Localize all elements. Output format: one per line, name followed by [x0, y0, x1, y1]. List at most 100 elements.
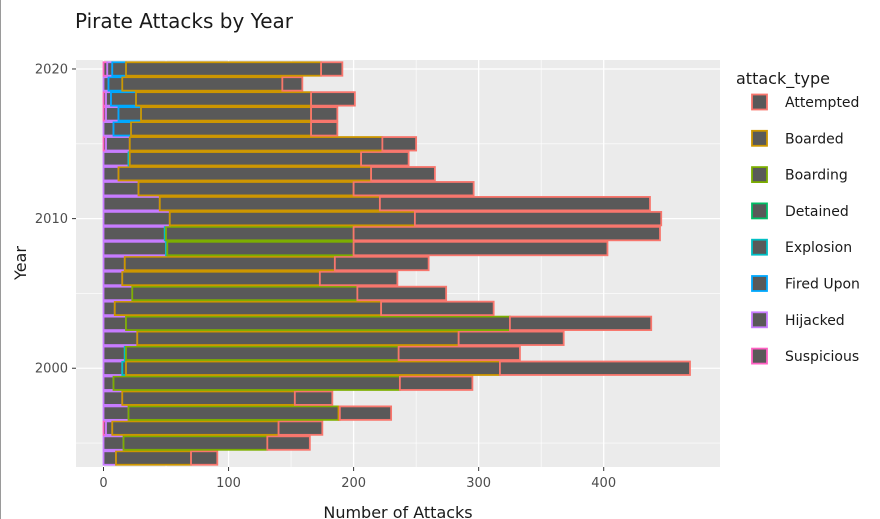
bar-2020-fired-upon: [111, 61, 127, 77]
bar-2009-attempted: [352, 225, 661, 242]
bar-2010-boarded: [168, 210, 416, 227]
bar-2016-hijacked: [102, 121, 115, 137]
bar-1996-attempted: [277, 420, 324, 436]
bar-1998-attempted: [293, 390, 334, 406]
y-tick-label: 2000: [35, 362, 68, 377]
bar-2007-attempted: [333, 255, 430, 272]
bar-2019-boarded: [121, 76, 284, 92]
bar-2000-attempted: [499, 360, 691, 376]
bar-1999-boarding: [112, 375, 401, 391]
legend-label-attempted: Attempted: [785, 95, 859, 111]
x-tick-label: 100: [216, 476, 241, 491]
bar-2017-fired-upon: [117, 106, 142, 122]
bar-2016-fired-upon: [112, 121, 132, 137]
bar-2014-attempted: [360, 151, 410, 167]
bar-2012-hijacked: [102, 181, 140, 197]
bar-1996-boarded: [111, 420, 280, 436]
bar-2009-hijacked: [102, 225, 166, 242]
bar-2008-attempted: [352, 240, 609, 257]
bar-2005-hijacked: [102, 285, 134, 302]
y-tick-label: 2020: [35, 62, 68, 77]
bar-1999-hijacked: [102, 375, 115, 391]
bar-2011-boarded: [158, 196, 381, 212]
bar-2013-attempted: [370, 166, 436, 182]
x-tick-label: 400: [591, 476, 616, 491]
bar-2007-boarded: [123, 255, 336, 272]
bar-2019-attempted: [281, 76, 304, 92]
bar-1997-attempted: [338, 405, 393, 421]
bar-1998-boarded: [121, 390, 296, 406]
legend-label-hijacked: Hijacked: [785, 313, 845, 329]
bar-2017-boarded: [140, 106, 312, 122]
bar-2018-fired-upon: [110, 91, 137, 107]
legend-key-fired-upon: [751, 275, 768, 292]
bar-2000-hijacked: [102, 360, 124, 376]
legend: attack_type Attempted Boarded Boarding Deta…: [736, 69, 860, 365]
bar-2003-attempted: [509, 315, 653, 331]
bar-2007-hijacked: [102, 255, 126, 272]
bar-2014-boarded: [128, 151, 363, 167]
bar-1998-hijacked: [102, 390, 124, 406]
legend-key-suspicious: [751, 347, 768, 365]
bar-1995-boarding: [122, 435, 269, 451]
bar-2003-boarding: [125, 315, 511, 331]
bar-2004-boarded: [113, 300, 383, 317]
bar-2002-boarded: [136, 330, 460, 346]
bar-2009-boarding: [165, 225, 355, 242]
bar-1999-attempted: [398, 375, 474, 391]
bar-2001-hijacked: [102, 345, 126, 361]
bar-2013-hijacked: [102, 166, 120, 182]
x-axis-title: Number of Attacks: [323, 503, 472, 519]
bar-2018-boarded: [135, 91, 312, 107]
legend-label-boarded: Boarded: [785, 131, 844, 147]
legend-label-detained: Detained: [785, 204, 849, 220]
legend-key-detained: [751, 202, 768, 220]
legend-key-explosion: [751, 238, 768, 256]
bar-2011-attempted: [378, 196, 651, 212]
bar-2015-hijacked: [105, 136, 131, 152]
bar-2020-attempted: [320, 61, 344, 77]
bar-1995-attempted: [266, 435, 311, 451]
bar-2012-attempted: [352, 181, 475, 197]
chart-title: Pirate Attacks by Year: [75, 9, 294, 33]
bar-2003-hijacked: [102, 315, 127, 331]
legend-title: attack_type: [736, 69, 830, 89]
y-axis: 2000 2010 2020: [35, 62, 76, 377]
bar-2015-boarded: [128, 136, 384, 152]
bar-2013-boarded: [117, 166, 373, 182]
bar-2010-attempted: [413, 210, 663, 227]
bar-2014-hijacked: [102, 151, 130, 167]
bar-2002-attempted: [457, 330, 565, 346]
legend-label-fired-upon: Fired Upon: [785, 277, 860, 293]
bar-1997-hijacked: [102, 405, 130, 421]
bar-1996-hijacked: [105, 420, 114, 436]
bar-2000-boarded: [125, 360, 501, 376]
legend-label-explosion: Explosion: [785, 240, 852, 256]
y-tick-label: 2010: [35, 212, 68, 227]
bar-2002-hijacked: [102, 330, 139, 346]
bar-2006-attempted: [318, 270, 399, 287]
bar-2016-boarded: [130, 121, 312, 137]
x-tick-label: 0: [99, 476, 107, 491]
bar-2008-hijacked: [102, 240, 167, 257]
bar-2019-fired-upon: [107, 76, 124, 92]
bar-2018-attempted: [310, 91, 356, 107]
bar-2012-boarded: [137, 181, 355, 197]
x-tick-label: 200: [341, 476, 366, 491]
bar-2017-attempted: [310, 106, 339, 122]
bar-2001-attempted: [397, 345, 521, 361]
bar-2006-hijacked: [102, 270, 124, 287]
bars-layer: [102, 61, 691, 466]
bar-2011-hijacked: [102, 196, 161, 212]
legend-key-attempted: [751, 93, 768, 111]
x-tick-label: 300: [466, 476, 491, 491]
bar-2006-boarded: [121, 270, 321, 287]
bar-2010-hijacked: [102, 210, 171, 227]
bar-1997-boarding: [127, 405, 340, 421]
bar-2001-boarding: [125, 345, 400, 361]
bar-1994-hijacked: [102, 450, 117, 466]
bar-2008-boarding: [166, 240, 355, 257]
bar-1995-hijacked: [102, 435, 125, 451]
legend-key-hijacked: [751, 311, 768, 329]
